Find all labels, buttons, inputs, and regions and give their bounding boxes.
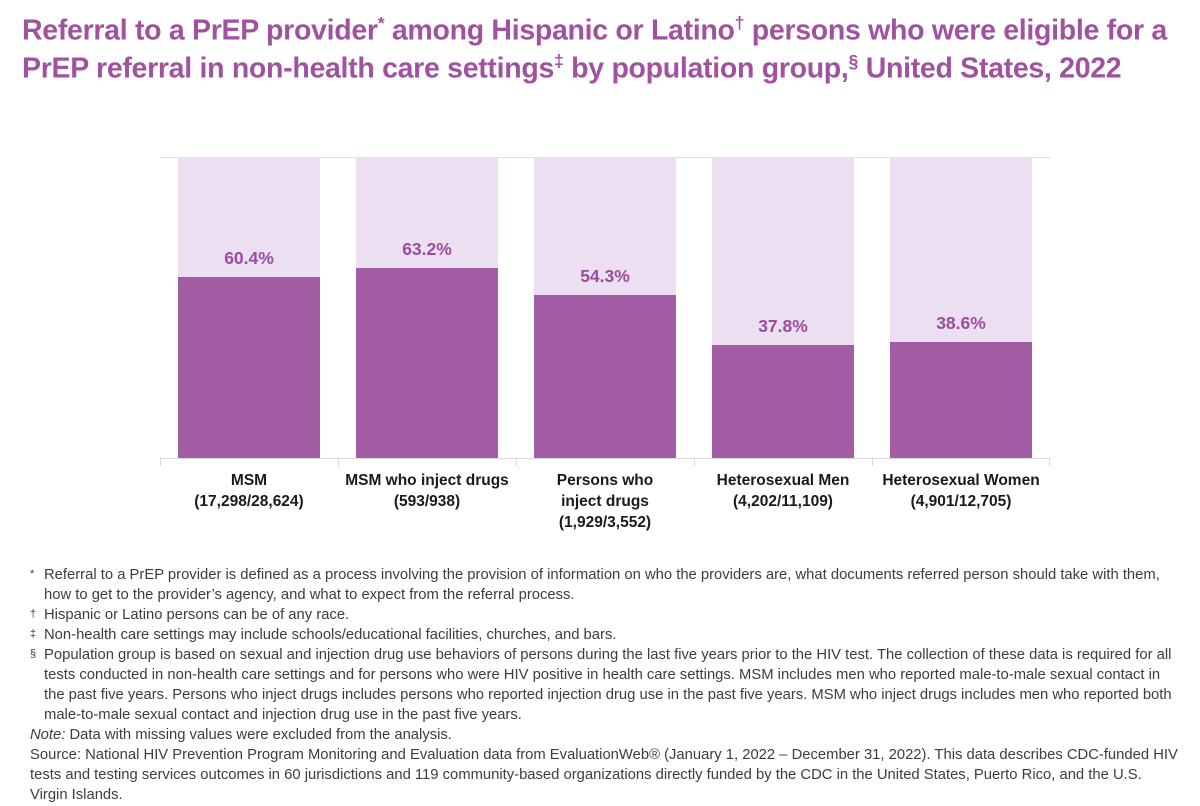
category-label-line: (1,929/3,552) <box>558 513 652 531</box>
stacked-bar: 60.4% <box>178 157 320 459</box>
footnote-marker: † <box>30 607 37 620</box>
category-label-line: (17,298/28,624) <box>194 492 304 510</box>
bar-fill-segment <box>178 276 320 459</box>
bar-remainder-segment <box>534 157 676 295</box>
x-axis-ticks <box>160 459 1050 466</box>
footnote-marker: ‡ <box>30 627 37 640</box>
footnote-item: † Hispanic or Latino persons can be of an… <box>30 606 1182 626</box>
bar-chart: 60.4% 63.2% 54.3% 37.8% 38.6% MSM (17,298/28,… <box>160 157 1050 533</box>
stacked-bar: 63.2% <box>356 157 498 459</box>
note-text: Data with missing values were excluded f… <box>65 726 452 743</box>
stacked-bar: 38.6% <box>890 157 1032 459</box>
category-label-line: Heterosexual Men <box>716 472 850 489</box>
title-superscript: * <box>377 13 385 33</box>
note-prefix: Note: <box>30 726 66 743</box>
bar-value-label: 60.4% <box>224 247 274 268</box>
axis-tick <box>160 459 161 466</box>
category-label-line: MSM who inject drugs <box>345 472 509 489</box>
axis-tick <box>694 459 695 466</box>
category-label-line: (4,202/11,109) <box>733 492 833 510</box>
source-line: Source: National HIV Prevention Program … <box>30 746 1178 803</box>
title-superscript: † <box>734 13 745 33</box>
category-label-line: (593/938) <box>393 492 461 510</box>
footnote-item: * Referral to a PrEP provider is defined … <box>30 566 1182 606</box>
category-label: Heterosexual Women (4,901/12,705) <box>872 471 1050 533</box>
chart-column: 37.8% <box>694 157 872 459</box>
chart-column: 38.6% <box>872 157 1050 459</box>
chart-column: 63.2% <box>338 157 516 459</box>
category-label: Persons who inject drugs (1,929/3,552) <box>516 471 694 533</box>
bar-fill-segment <box>356 268 498 459</box>
bar-fill-segment <box>712 344 854 459</box>
bar-value-label: 37.8% <box>758 315 808 336</box>
stacked-bar: 37.8% <box>712 157 854 459</box>
title-text: Referral to a PrEP provider <box>22 14 378 47</box>
footnote-item: ‡ Non-health care settings may include sc… <box>30 626 1182 646</box>
category-label: MSM (17,298/28,624) <box>160 471 338 533</box>
title-text: among Hispanic or Latino <box>384 14 735 47</box>
footnotes: * Referral to a PrEP provider is defined … <box>30 566 1182 806</box>
stacked-bar: 54.3% <box>534 157 676 459</box>
bar-value-label: 63.2% <box>402 239 452 260</box>
footnote-item: § Population group is based on sexual and… <box>30 646 1182 726</box>
plot-area: 60.4% 63.2% 54.3% 37.8% 38.6% <box>160 157 1050 459</box>
category-label: MSM who inject drugs (593/938) <box>338 471 516 533</box>
axis-tick <box>338 459 339 466</box>
category-label-line: Heterosexual Women <box>882 472 1040 489</box>
category-label-line: MSM <box>230 472 268 489</box>
bar-remainder-segment <box>178 157 320 277</box>
footnote-text: Non-health care settings may include sch… <box>44 626 617 643</box>
footnote-marker: § <box>30 647 37 660</box>
title-superscript: § <box>848 50 859 71</box>
x-axis-line <box>160 458 1050 459</box>
footnote-list: * Referral to a PrEP provider is defined … <box>30 566 1182 726</box>
category-label: Heterosexual Men (4,202/11,109) <box>694 471 872 533</box>
footnote-text: Referral to a PrEP provider is defined a… <box>44 567 1160 603</box>
footnote-text: Hispanic or Latino persons can be of any… <box>44 606 350 623</box>
category-label-line: (4,901/12,705) <box>910 492 1012 510</box>
axis-tick <box>1049 459 1050 466</box>
footnote-text: Population group is based on sexual and … <box>44 646 1172 723</box>
bar-remainder-segment <box>712 157 854 345</box>
bar-remainder-segment <box>890 157 1032 343</box>
chart-column: 54.3% <box>516 157 694 459</box>
title-superscript: ‡ <box>554 50 564 71</box>
bar-fill-segment <box>890 342 1032 459</box>
title-text: by population group, <box>563 52 849 85</box>
bar-value-label: 54.3% <box>580 266 630 287</box>
title-text: United States, 2022 <box>858 52 1122 85</box>
axis-tick <box>872 459 873 466</box>
category-label-line: inject drugs <box>561 492 649 510</box>
bar-fill-segment <box>534 295 676 459</box>
axis-tick <box>516 459 517 466</box>
bar-value-label: 38.6% <box>936 313 986 334</box>
title-text: persons who were eligible for a PrEP ref… <box>22 14 1167 85</box>
note-line: Note: Data with missing values were excl… <box>30 726 1182 746</box>
category-label-line: Persons who <box>556 472 654 489</box>
chart-title: Referral to a PrEP provider* among Hispa… <box>22 12 1172 87</box>
chart-column: 60.4% <box>160 157 338 459</box>
bar-remainder-segment <box>356 157 498 269</box>
category-labels-row: MSM (17,298/28,624) MSM who inject drugs (5… <box>160 471 1050 533</box>
footnote-marker: * <box>30 568 35 580</box>
